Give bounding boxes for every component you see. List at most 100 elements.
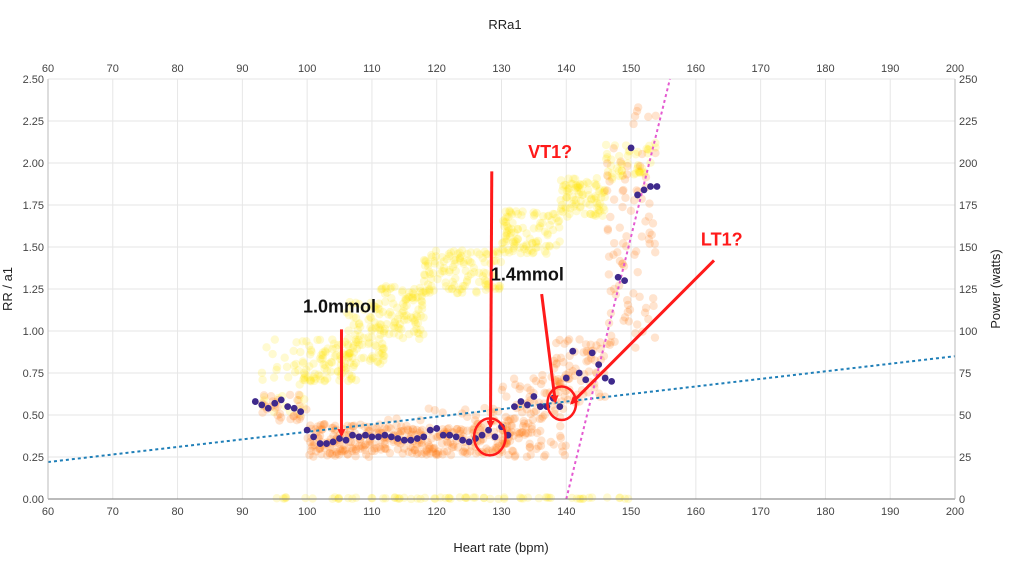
power-point (569, 202, 578, 211)
y-axis-label: RR / a1 (0, 267, 15, 311)
rr-point (296, 412, 305, 421)
rr-point (522, 452, 532, 462)
power-point (315, 354, 325, 363)
a1-point (264, 404, 272, 412)
power-point (367, 493, 376, 503)
power-point (509, 238, 518, 247)
rr-point (380, 423, 389, 433)
a1-point (368, 433, 376, 441)
rr-point (432, 432, 441, 441)
rr-point (641, 217, 650, 226)
power-point (629, 170, 639, 179)
power-point (366, 302, 375, 311)
rr-point (603, 171, 612, 180)
rr-point (606, 338, 615, 347)
power-point (504, 212, 513, 222)
rr-point (336, 446, 345, 456)
power-point (470, 493, 480, 502)
rr-point (538, 376, 547, 385)
power-point (344, 493, 353, 503)
power-point (428, 269, 438, 278)
power-point (379, 344, 389, 353)
rr-point (336, 444, 345, 454)
power-point (534, 494, 544, 503)
power-point (435, 261, 445, 270)
rr-point (579, 348, 588, 357)
power-point (545, 220, 555, 230)
power-point (304, 341, 314, 351)
power-point (449, 247, 459, 256)
rr-point (553, 388, 563, 397)
power-point (498, 245, 508, 254)
rr-point (625, 305, 635, 314)
power-point (502, 221, 511, 231)
power-point (292, 338, 301, 347)
power-point (479, 268, 488, 277)
rr-point (474, 447, 484, 457)
rr-point (631, 247, 641, 256)
power-point (397, 325, 406, 334)
power-point (308, 494, 317, 503)
power-point (529, 211, 539, 220)
rr-point (259, 391, 269, 400)
power-point (343, 340, 353, 349)
power-point (389, 329, 399, 338)
y2-tick-label: 50 (959, 410, 971, 422)
power-point (328, 344, 337, 354)
rr-point (399, 426, 408, 435)
y-tick-label: 2.25 (23, 116, 44, 128)
power-point (504, 245, 513, 255)
power-point (463, 256, 473, 265)
rr-point (422, 450, 431, 459)
power-point (634, 167, 644, 176)
power-point (582, 198, 591, 208)
annotation-circle (472, 417, 507, 457)
power-point (423, 259, 433, 268)
power-point (367, 326, 376, 335)
a1-point (329, 438, 337, 446)
power-point (377, 284, 387, 294)
rr-point (511, 380, 520, 389)
power-point (390, 318, 399, 328)
rr-point (343, 450, 352, 459)
rr-point (623, 300, 633, 310)
power-point (354, 320, 364, 329)
power-point (344, 353, 353, 362)
power-point (462, 493, 472, 502)
power-point (344, 326, 353, 335)
power-point (480, 247, 489, 257)
power-point (445, 267, 454, 277)
rr-point (315, 444, 324, 454)
rr-point (351, 444, 361, 454)
power-point (375, 320, 384, 329)
power-point (438, 267, 447, 276)
power-point (326, 357, 336, 367)
rr-point (553, 374, 563, 384)
power-point (462, 277, 472, 287)
rr-point (527, 428, 536, 437)
a1-point (258, 401, 266, 409)
power-point (410, 284, 419, 294)
power-point (345, 297, 354, 307)
power-point (403, 315, 412, 324)
power-point (637, 167, 646, 176)
a1-point (303, 426, 311, 434)
rr-point (459, 447, 468, 456)
power-point (461, 493, 470, 502)
rr-point (335, 450, 344, 459)
rr-point (357, 441, 367, 450)
x-tick-label-top: 90 (236, 63, 248, 75)
power-point (481, 279, 490, 288)
power-point (370, 340, 380, 350)
power-point (395, 319, 405, 329)
power-point (439, 257, 448, 266)
rr-point (437, 439, 447, 448)
power-point (379, 356, 388, 365)
power-point (309, 359, 318, 368)
power-point (441, 282, 451, 291)
rr-point (424, 404, 433, 413)
power-point (564, 187, 574, 196)
power-point (452, 288, 462, 298)
x-tick-label-top: 170 (751, 63, 769, 75)
rr-point (538, 370, 547, 380)
